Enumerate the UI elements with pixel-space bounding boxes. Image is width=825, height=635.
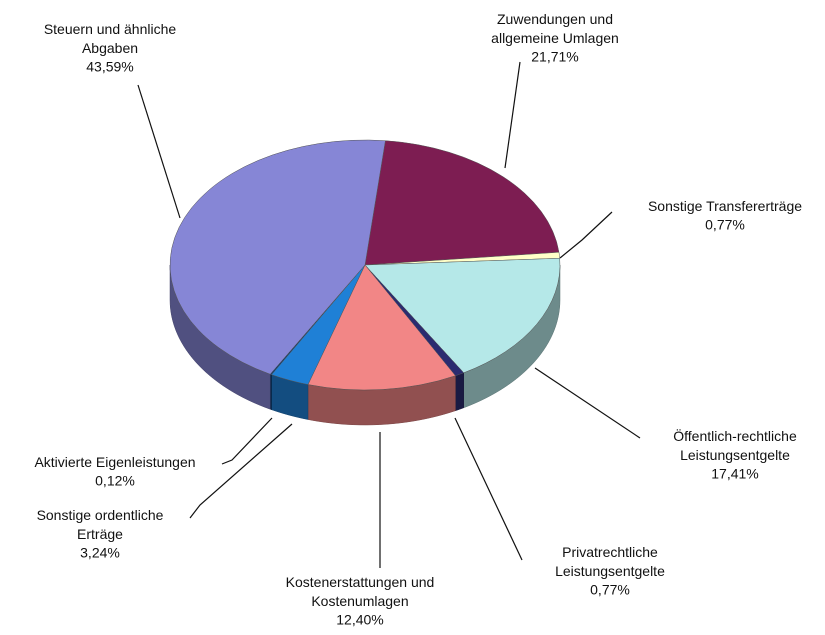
leader-line [559,211,613,259]
leader-line [189,423,293,519]
slice-sides [169,264,561,426]
value-label: 17,41% [711,466,758,482]
slice-label: Öffentlich-rechtliche Leistungsentgelte [673,427,797,463]
slice-label: Steuern und ähnliche Abgaben [44,21,177,56]
leader-line [534,367,641,439]
value-label: 0,12% [95,473,135,489]
slice-label: Sonstige Transfererträge [648,198,802,214]
leader-line [137,84,181,219]
slice [169,139,386,375]
slice-label: Privatrechtliche Leistungsentgelte [555,544,665,579]
value-label: 0,77% [590,582,630,598]
value-label: 21,71% [531,49,578,65]
slice-side [455,372,464,412]
value-label: 12,40% [336,612,383,628]
slice [364,258,561,374]
slice [307,264,456,391]
leader-line [454,417,523,561]
value-label: 43,59% [86,59,133,75]
leader-line [504,61,521,169]
value-label: 0,77% [705,217,745,233]
slice [364,140,560,266]
value-label: 3,24% [80,545,120,561]
slice-label: Kostenerstattungen und Kostenumlagen [286,574,435,609]
leader-line [221,417,273,465]
slice-label: Sonstige ordentliche Erträge [37,507,164,542]
slice-label: Aktivierte Eigenleistungen [34,454,195,470]
slice-label: Zuwendungen und allgemeine Umlagen [491,11,619,46]
